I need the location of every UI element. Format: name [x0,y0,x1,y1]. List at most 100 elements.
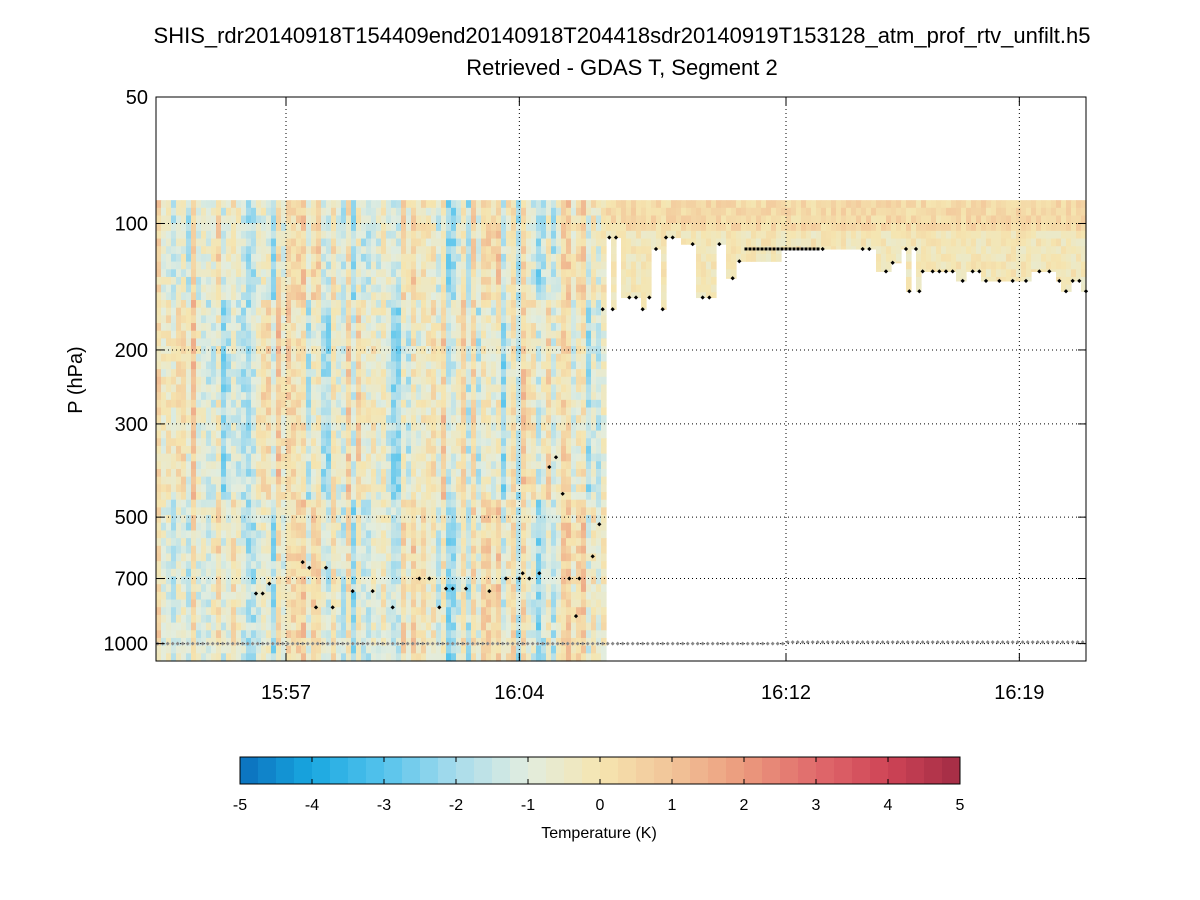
heatmap-cell [326,392,332,401]
heatmap-cell [251,261,257,270]
heatmap-cell [486,445,492,455]
heatmap-cell [496,622,502,631]
heatmap-cell [251,392,257,401]
heatmap-cell [431,614,437,624]
heatmap-cell [211,453,217,462]
heatmap-cell [531,568,537,578]
heatmap-cell [161,361,167,370]
heatmap-cell [231,499,237,508]
heatmap-cell [426,276,432,286]
heatmap-cell [286,630,292,639]
heatmap-cell [221,376,227,386]
heatmap-cell [316,307,322,316]
heatmap-cell [361,253,367,263]
heatmap-cell [281,353,287,363]
heatmap-cell [251,461,257,470]
heatmap-cell [156,422,162,432]
heatmap-cell [431,576,437,585]
heatmap-cell [306,261,312,270]
heatmap-cell [181,522,187,532]
heatmap-cell [411,338,417,347]
heatmap-cell [191,507,197,516]
heatmap-cell [266,338,272,347]
heatmap-cell [496,430,502,439]
heatmap-cell [511,599,517,608]
heatmap-cell [441,215,447,224]
heatmap-cell [396,407,402,416]
heatmap-cell [241,415,247,424]
heatmap-cell [426,230,432,240]
heatmap-cell [541,584,547,593]
heatmap-cell [331,315,337,324]
heatmap-cell [511,353,517,363]
heatmap-cell [426,637,432,647]
heatmap-cell [556,453,562,462]
heatmap-cell [446,269,452,278]
heatmap-cell [311,353,317,363]
heatmap-cell [321,399,327,409]
heatmap-cell [226,445,232,455]
heatmap-cell [306,238,312,247]
heatmap-cell [176,369,182,378]
heatmap-cell [401,499,407,508]
heatmap-cell [451,653,457,662]
heatmap-cell [336,430,342,439]
heatmap-cell [456,561,462,570]
heatmap-cell [556,323,562,332]
heatmap-cell [381,538,387,547]
heatmap-cell [406,515,412,524]
heatmap-cell [491,653,497,662]
heatmap-cell [471,445,477,455]
heatmap-cell [536,584,542,593]
heatmap-cell [381,315,387,324]
heatmap-cell [226,584,232,593]
heatmap-cell [156,223,162,232]
heatmap-cell [441,576,447,585]
heatmap-cell [451,330,457,339]
heatmap-cell [331,261,337,270]
heatmap-cell [506,307,512,316]
heatmap-cell [191,553,197,562]
heatmap-cell [471,599,477,608]
heatmap-cell [186,445,192,455]
heatmap-cell [251,346,257,355]
heatmap-cell [326,300,332,309]
heatmap-cell [506,530,512,539]
heatmap-cell [431,330,437,339]
heatmap-cell [541,453,547,462]
heatmap-cell [276,645,282,654]
heatmap-cell [196,330,202,339]
heatmap-cell [566,261,572,270]
heatmap-cell [166,292,172,301]
heatmap-cell [326,645,332,654]
heatmap-cell [226,622,232,631]
heatmap-cell [271,622,277,631]
heatmap-cell [431,637,437,647]
heatmap-cell [466,361,472,370]
heatmap-cell [501,392,507,401]
heatmap-cell [246,445,252,455]
heatmap-cell [556,200,562,209]
heatmap-cell [306,330,312,339]
heatmap-cell [471,207,477,217]
heatmap-cell [531,622,537,631]
heatmap-cell [381,515,387,524]
heatmap-cell [256,246,262,255]
heatmap-cell [446,499,452,508]
heatmap-cell [536,430,542,439]
heatmap-cell [486,461,492,470]
heatmap-cell [311,430,317,439]
heatmap-cell [546,315,552,324]
heatmap-cell [186,622,192,631]
heatmap-cell [481,346,487,355]
heatmap-cell [446,238,452,247]
heatmap-cell [421,253,427,263]
heatmap-cell [196,376,202,386]
heatmap-cell [396,346,402,355]
heatmap-cell [496,515,502,524]
heatmap-cell [501,622,507,631]
heatmap-cell [296,238,302,247]
heatmap-cell [291,553,297,562]
heatmap-cell [391,261,397,270]
heatmap-cell [481,361,487,370]
